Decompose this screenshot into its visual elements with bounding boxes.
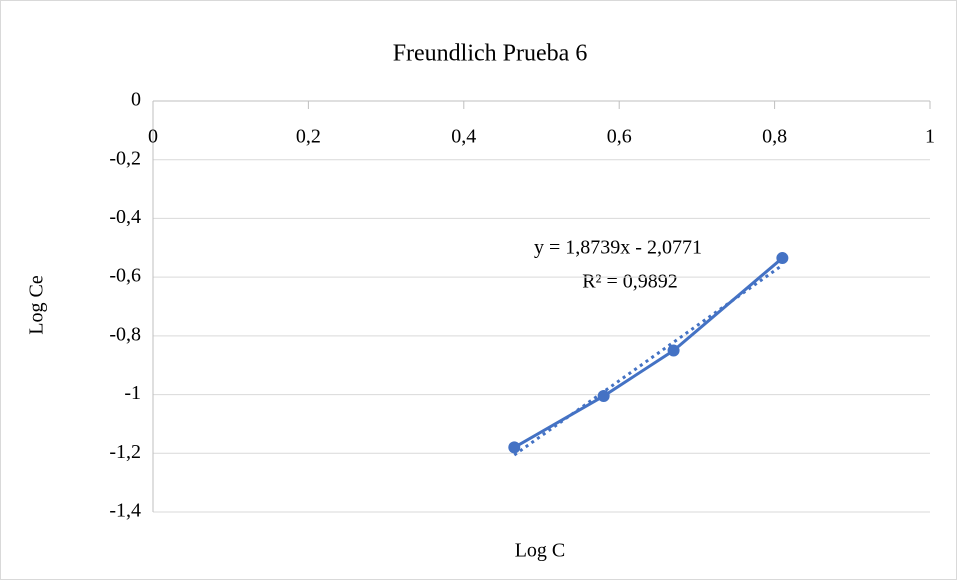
chart-title: Freundlich Prueba 6 <box>393 41 588 67</box>
trendline-equation: y = 1,8739x - 2,0771 <box>534 237 702 259</box>
y-axis-label: Log Ce <box>26 275 48 335</box>
y-tick-label: -0,2 <box>109 147 141 169</box>
trendline-r2: R² = 0,9892 <box>582 271 678 293</box>
data-point <box>508 441 521 454</box>
y-tick-label: 0 <box>131 89 141 111</box>
y-tick-label: -1,4 <box>109 500 141 522</box>
x-axis-label: Log C <box>515 540 566 562</box>
data-point <box>667 344 680 357</box>
x-tick-label: 0,8 <box>762 126 787 148</box>
data-point <box>597 390 610 403</box>
x-tick-label: 1 <box>925 126 935 148</box>
y-tick-label: -1 <box>124 382 141 404</box>
y-tick-label: -1,2 <box>109 441 141 463</box>
y-tick-label: -0,8 <box>109 323 141 345</box>
data-point <box>776 252 789 265</box>
x-tick-label: 0,2 <box>296 126 321 148</box>
y-tick-label: -0,4 <box>109 206 141 228</box>
x-tick-label: 0 <box>148 126 158 148</box>
data-line <box>513 256 784 449</box>
y-tick-label: -0,6 <box>109 265 141 287</box>
x-tick-label: 0,4 <box>451 126 476 148</box>
x-tick-label: 0,6 <box>607 126 632 148</box>
